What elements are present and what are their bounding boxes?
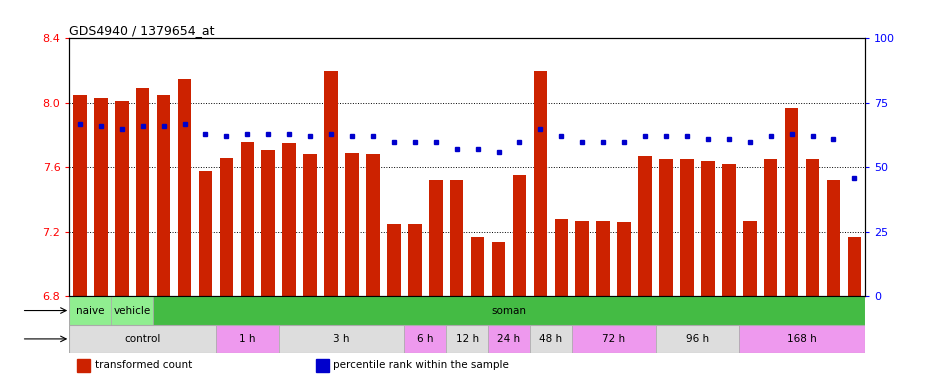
Bar: [806, 159, 820, 296]
Bar: [111, 296, 154, 325]
Bar: [136, 88, 150, 296]
Bar: [530, 325, 572, 353]
Bar: [680, 159, 694, 296]
Bar: [429, 180, 442, 296]
Bar: [78, 359, 90, 372]
Bar: [617, 222, 631, 296]
Bar: [156, 95, 170, 296]
Bar: [216, 325, 278, 353]
Bar: [784, 108, 798, 296]
Bar: [743, 220, 757, 296]
Bar: [450, 180, 463, 296]
Bar: [446, 325, 488, 353]
Bar: [764, 159, 778, 296]
Bar: [178, 79, 191, 296]
Text: 1 h: 1 h: [239, 334, 255, 344]
Bar: [827, 180, 840, 296]
Bar: [572, 325, 656, 353]
Text: 3 h: 3 h: [333, 334, 350, 344]
Bar: [660, 159, 672, 296]
Bar: [554, 219, 568, 296]
Bar: [303, 154, 317, 296]
Bar: [73, 95, 87, 296]
Bar: [701, 161, 715, 296]
Bar: [597, 220, 610, 296]
Bar: [404, 325, 446, 353]
Bar: [408, 224, 422, 296]
Bar: [69, 296, 111, 325]
Text: 96 h: 96 h: [685, 334, 709, 344]
Bar: [387, 224, 401, 296]
Text: 24 h: 24 h: [498, 334, 521, 344]
Bar: [69, 325, 216, 353]
Bar: [240, 142, 254, 296]
Bar: [656, 325, 739, 353]
Bar: [722, 164, 735, 296]
Bar: [219, 158, 233, 296]
Text: soman: soman: [491, 306, 526, 316]
Text: control: control: [125, 334, 161, 344]
Bar: [262, 150, 275, 296]
Bar: [94, 98, 107, 296]
Bar: [847, 237, 861, 296]
Bar: [534, 71, 548, 296]
Bar: [115, 101, 129, 296]
Text: percentile rank within the sample: percentile rank within the sample: [334, 360, 510, 370]
Bar: [512, 175, 526, 296]
Text: transformed count: transformed count: [95, 360, 192, 370]
Bar: [154, 296, 865, 325]
Text: 72 h: 72 h: [602, 334, 625, 344]
Text: GDS4940 / 1379654_at: GDS4940 / 1379654_at: [69, 24, 215, 37]
Text: naive: naive: [76, 306, 105, 316]
Bar: [492, 242, 505, 296]
Bar: [278, 325, 404, 353]
Bar: [638, 156, 652, 296]
Text: 48 h: 48 h: [539, 334, 562, 344]
Bar: [282, 143, 296, 296]
Bar: [575, 220, 589, 296]
Bar: [316, 359, 328, 372]
Text: 12 h: 12 h: [455, 334, 479, 344]
Bar: [325, 71, 338, 296]
Bar: [488, 325, 530, 353]
Bar: [345, 153, 359, 296]
Text: vehicle: vehicle: [114, 306, 151, 316]
Bar: [471, 237, 485, 296]
Text: 168 h: 168 h: [787, 334, 817, 344]
Bar: [366, 154, 380, 296]
Bar: [739, 325, 865, 353]
Text: 6 h: 6 h: [417, 334, 434, 344]
Bar: [199, 170, 212, 296]
